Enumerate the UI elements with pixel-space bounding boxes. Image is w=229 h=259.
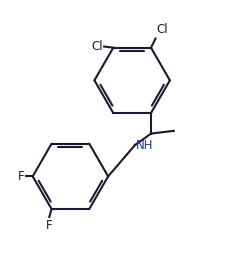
- Text: NH: NH: [136, 139, 153, 152]
- Text: Cl: Cl: [156, 23, 168, 36]
- Text: F: F: [18, 170, 25, 183]
- Text: F: F: [46, 219, 52, 232]
- Text: Cl: Cl: [91, 40, 103, 53]
